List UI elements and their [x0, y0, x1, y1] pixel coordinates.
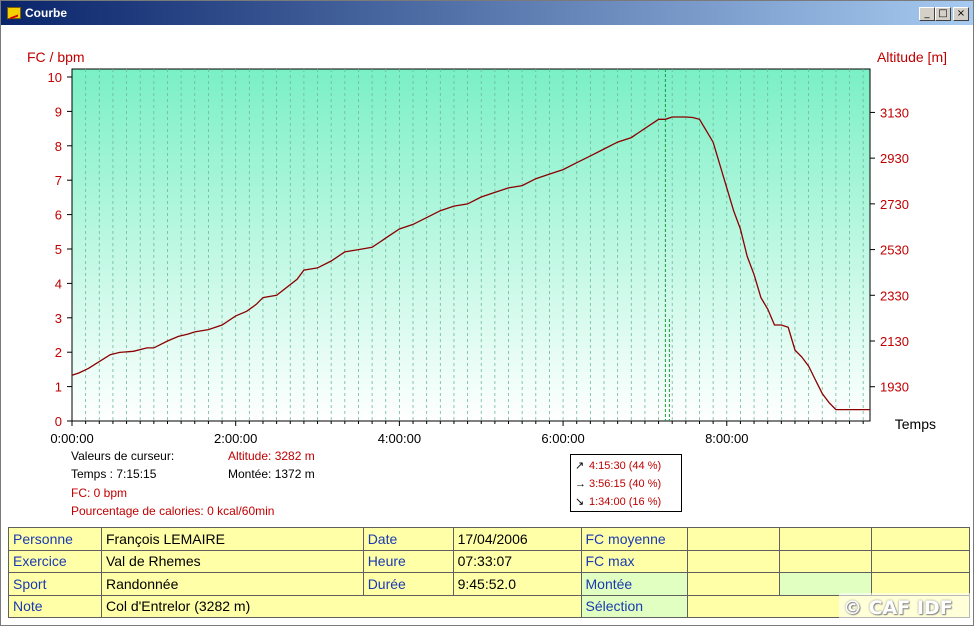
right-axis-label: Altitude [m]: [877, 49, 947, 65]
laps-summary: ↗ 4:15:30 (44 %) → 3:56:15 (40 %) ↘ 1:34:00…: [570, 454, 682, 512]
ascent-arrow-icon: ↗: [575, 460, 585, 472]
right-tick-label: 2530: [880, 243, 909, 258]
montee-label: Montée: [580, 572, 689, 596]
x-tick-label: 2:00:00: [214, 431, 257, 446]
left-tick-label: 2: [55, 345, 62, 360]
lap-descent: ↘ 1:34:00 (16 %): [575, 493, 681, 511]
montee-sel[interactable]: [779, 572, 873, 596]
watermark: © CAF IDF: [839, 593, 971, 623]
note-value[interactable]: Col d'Entrelor (3282 m): [100, 594, 582, 618]
fc-max-value[interactable]: [687, 549, 781, 573]
montee-value[interactable]: [687, 572, 781, 596]
heure-label: Heure: [362, 549, 454, 573]
left-tick-label: 5: [55, 242, 62, 257]
right-tick-label: 2930: [880, 151, 909, 166]
left-tick-label: 1: [55, 380, 62, 395]
right-tick-label: 2730: [880, 197, 909, 212]
x-tick-label: 4:00:00: [378, 431, 421, 446]
cursor-altitude: Altitude: 3282 m: [228, 449, 315, 463]
date-label: Date: [362, 527, 454, 551]
right-tick-label: 3130: [880, 105, 909, 120]
right-tick-label: 2330: [880, 288, 909, 303]
altitude-chart[interactable]: 0 1 2 3 4 5 6 7 8 9 10 1930 2130 2330 2530 2730 2930 3130…: [1, 25, 974, 525]
lap-ascent-value: 4:15:30 (44 %): [589, 460, 662, 472]
table-row: Exercice Val de Rhemes Heure 07:33:07 FC…: [8, 549, 970, 573]
fc-moyenne-value[interactable]: [687, 527, 781, 551]
right-tick-label: 2130: [880, 334, 909, 349]
table-row: Note Col d'Entrelor (3282 m) Sélection: [8, 594, 970, 618]
sport-label: Sport: [8, 572, 102, 596]
maximize-button[interactable]: □: [935, 7, 951, 21]
sport-value[interactable]: Randonnée: [100, 572, 364, 596]
cursor-fc: FC: 0 bpm: [71, 486, 128, 500]
personne-label: Personne: [8, 527, 102, 551]
cursor-calories: Pourcentage de calories: 0 kcal/60min: [71, 504, 275, 518]
descent-arrow-icon: ↘: [575, 496, 585, 508]
left-tick-label: 10: [48, 70, 62, 85]
left-tick-label: 7: [55, 173, 62, 188]
fc-max-sel[interactable]: [779, 549, 873, 573]
table-row: Personne François LEMAIRE Date 17/04/200…: [8, 527, 970, 551]
duree-value[interactable]: 9:45:52.0: [452, 572, 582, 596]
fc-moyenne-sel[interactable]: [779, 527, 873, 551]
x-tick-label: 6:00:00: [541, 431, 584, 446]
fc-moyenne-extra[interactable]: [871, 527, 970, 551]
x-axis-label: Temps: [895, 416, 936, 432]
altitude-series-line: [71, 116, 870, 411]
fc-max-label: FC max: [580, 549, 689, 573]
close-button[interactable]: ×: [953, 7, 969, 21]
lap-flat-value: 3:56:15 (40 %): [589, 478, 662, 490]
summary-table: Personne François LEMAIRE Date 17/04/200…: [8, 527, 970, 618]
right-tick-label: 1930: [880, 380, 909, 395]
exercice-label: Exercice: [8, 549, 102, 573]
left-tick-label: 9: [55, 104, 62, 119]
left-axis-label: FC / bpm: [27, 49, 85, 65]
lap-descent-value: 1:34:00 (16 %): [589, 496, 662, 508]
x-tick-label: 8:00:00: [705, 431, 748, 446]
flat-arrow-icon: →: [575, 478, 586, 490]
left-tick-label: 4: [55, 276, 62, 291]
date-value[interactable]: 17/04/2006: [452, 527, 582, 551]
heure-value[interactable]: 07:33:07: [452, 549, 582, 573]
x-tick-label: 0:00:00: [50, 431, 93, 446]
table-row: Sport Randonnée Durée 9:45:52.0 Montée: [8, 572, 970, 596]
montee-extra[interactable]: [871, 572, 970, 596]
selection-label: Sélection: [580, 594, 689, 618]
lap-ascent: ↗ 4:15:30 (44 %): [575, 457, 681, 475]
left-tick-label: 8: [55, 139, 62, 154]
window-title: Courbe: [25, 6, 67, 20]
duree-label: Durée: [362, 572, 454, 596]
left-tick-label: 3: [55, 311, 62, 326]
fc-moyenne-label: FC moyenne: [580, 527, 689, 551]
minimize-button[interactable]: _: [919, 7, 935, 21]
cursor-montee: Montée: 1372 m: [228, 467, 315, 481]
chart-app-icon: [7, 7, 21, 19]
lap-flat: → 3:56:15 (40 %): [575, 475, 681, 493]
fc-max-extra[interactable]: [871, 549, 970, 573]
cursor-heading: Valeurs de curseur:: [71, 449, 175, 463]
exercice-value[interactable]: Val de Rhemes: [100, 549, 364, 573]
plot-area: [71, 68, 871, 422]
chart-svg[interactable]: 0 1 2 3 4 5 6 7 8 9 10 1930 2130 2330 2530 2730 2930 3130…: [1, 25, 974, 525]
cursor-time: Temps : 7:15:15: [71, 467, 157, 481]
note-label: Note: [8, 594, 102, 618]
left-tick-label: 6: [55, 208, 62, 223]
personne-value[interactable]: François LEMAIRE: [100, 527, 364, 551]
left-tick-label: 0: [55, 414, 62, 429]
title-bar[interactable]: Courbe _ □ ×: [1, 1, 973, 25]
